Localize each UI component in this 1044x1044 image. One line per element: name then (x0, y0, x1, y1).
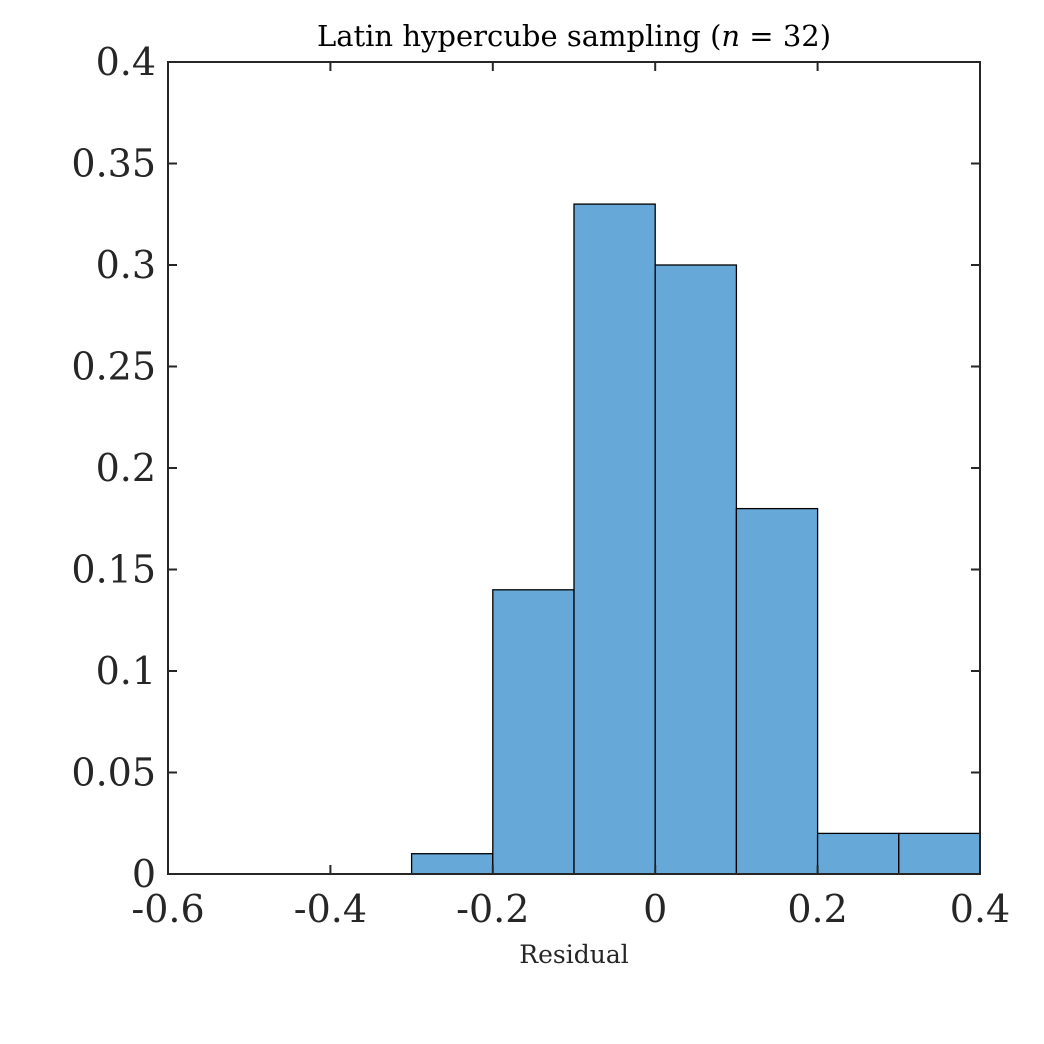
x-tick-labels: -0.6 -0.4 -0.2 0 0.2 0.4 (131, 887, 1010, 931)
y-tick-labels: 0 0.05 0.1 0.15 0.2 0.25 0.3 0.35 0.4 (71, 40, 156, 896)
y-tick-label-6: 0.3 (96, 243, 156, 287)
x-tick-label-0: -0.6 (131, 887, 204, 931)
chart-title-variable: n (721, 19, 740, 53)
chart-title-suffix: = 32) (740, 19, 831, 53)
y-tick-label-8: 0.4 (96, 40, 156, 84)
x-tick-label-5: 0.4 (950, 887, 1010, 931)
histogram-bar-1 (492, 589, 575, 875)
x-tick-label-4: 0.2 (787, 887, 847, 931)
y-tick-label-1: 0.05 (71, 751, 156, 795)
histogram-bars (410, 203, 981, 875)
histogram-bar-5 (816, 832, 900, 875)
y-tick-label-7: 0.35 (71, 142, 156, 186)
histogram-bar-4 (735, 507, 819, 875)
histogram-bar-6 (898, 832, 981, 875)
histogram-bar-3 (654, 264, 738, 875)
x-tick-label-1: -0.4 (294, 887, 367, 931)
histogram-bar-2 (573, 203, 656, 875)
y-tick-label-4: 0.2 (96, 446, 156, 490)
x-axis-label: Residual (519, 940, 628, 969)
plot-frame (167, 61, 981, 875)
x-tick-label-2: -0.2 (456, 887, 529, 931)
x-tick-label-3: 0 (643, 887, 667, 931)
y-tick-label-2: 0.1 (96, 649, 156, 693)
chart-title: Latin hypercube sampling (n = 32) (317, 19, 831, 53)
chart-title-prefix: Latin hypercube sampling ( (317, 19, 721, 53)
histogram-bar-0 (410, 853, 494, 875)
y-tick-label-0: 0 (132, 852, 156, 896)
y-tick-label-5: 0.25 (71, 345, 156, 389)
y-tick-label-3: 0.15 (71, 548, 156, 592)
